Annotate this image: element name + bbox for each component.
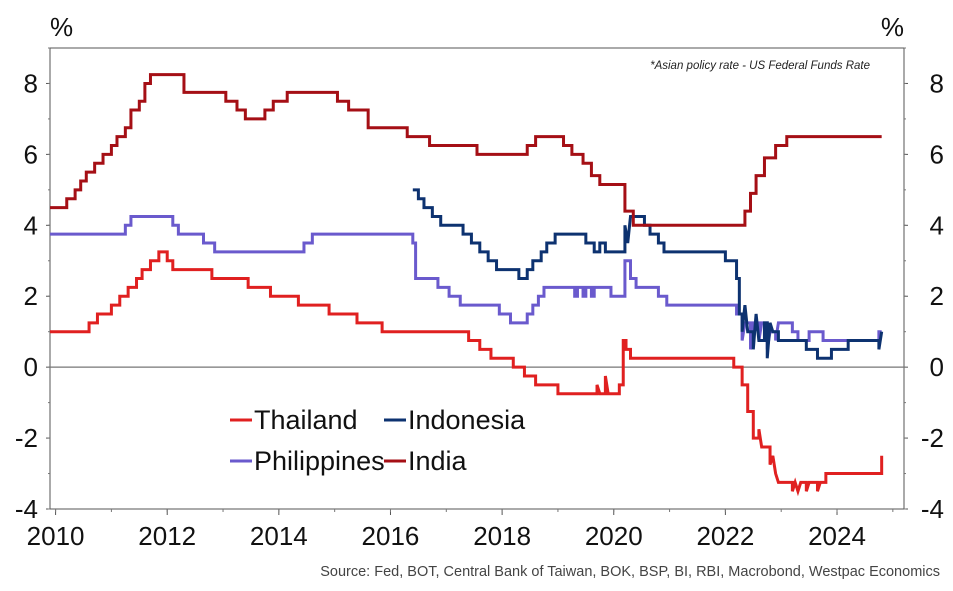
y-tick-label-left: 0 (24, 352, 38, 382)
y-axis-left: 8 6 4 2 0 -2 -4 (15, 47, 50, 524)
series-line-thailand (50, 250, 884, 497)
x-tick-label: 2018 (473, 521, 531, 551)
x-tick-label: 2020 (585, 521, 643, 551)
x-tick-label: 2010 (27, 521, 85, 551)
series-lines (50, 73, 884, 497)
y-tick-label-left: -4 (15, 494, 38, 524)
y-tick-label-left: -2 (15, 423, 38, 453)
y-tick-label-right: 2 (930, 281, 944, 311)
x-tick-label: 2012 (138, 521, 196, 551)
y-tick-label-right: 8 (930, 68, 944, 98)
legend-label-indonesia: Indonesia (408, 405, 526, 435)
x-tick-label: 2024 (808, 521, 866, 551)
plot-area-frame (49, 47, 905, 510)
chart-annotation: *Asian policy rate - US Federal Funds Ra… (650, 60, 870, 72)
right-axis-unit: % (881, 12, 904, 42)
y-tick-label-left: 2 (24, 281, 38, 311)
legend-label-india: India (408, 446, 468, 476)
legend: Thailand Indonesia Philippines India (230, 405, 526, 476)
legend-label-philippines: Philippines (254, 446, 385, 476)
y-tick-label-left: 6 (24, 139, 38, 169)
y-tick-label-right: 0 (930, 352, 944, 382)
y-tick-label-left: 8 (24, 68, 38, 98)
y-tick-label-right: 6 (930, 139, 944, 169)
x-tick-label: 2022 (696, 521, 754, 551)
legend-label-thailand: Thailand (254, 405, 358, 435)
left-axis-unit: % (50, 12, 73, 42)
y-tick-label-right: -2 (921, 423, 944, 453)
x-axis: 2010 2012 2014 2016 2018 2020 2022 2024 (27, 509, 894, 551)
y-tick-label-right: 4 (930, 210, 944, 240)
chart-source: Source: Fed, BOT, Central Bank of Taiwan… (320, 564, 940, 580)
y-axis-right: 8 6 4 2 0 -2 -4 (904, 47, 944, 524)
series-line-india (50, 73, 882, 227)
y-tick-label-left: 4 (24, 210, 38, 240)
x-tick-label: 2014 (250, 521, 308, 551)
y-tick-label-right: -4 (921, 494, 944, 524)
x-tick-label: 2016 (362, 521, 420, 551)
series-line-indonesia (412, 188, 884, 360)
